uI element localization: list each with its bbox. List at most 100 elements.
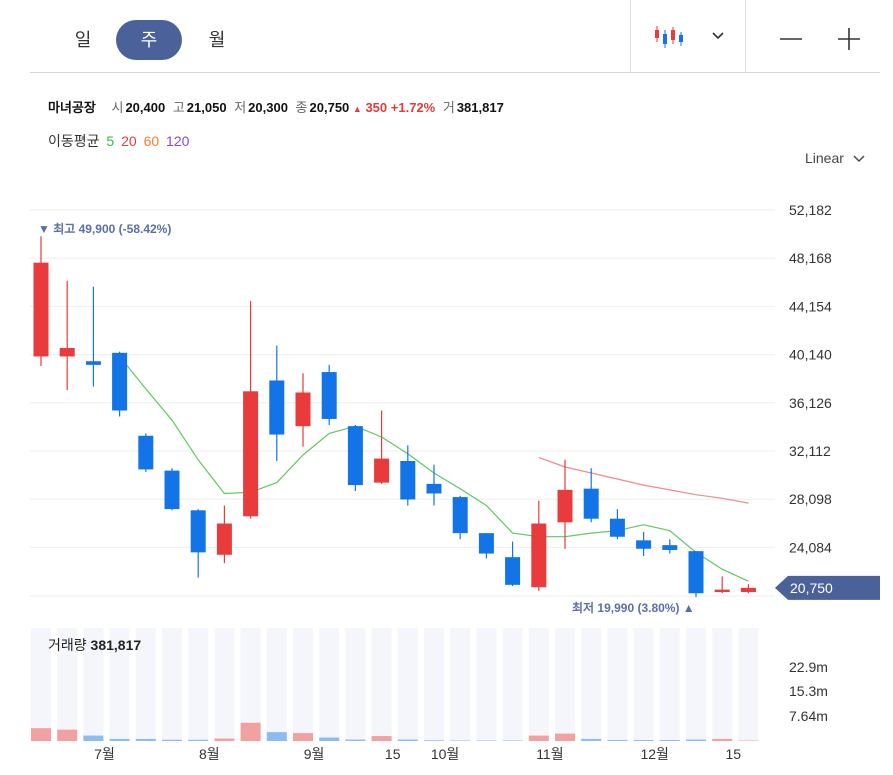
candle-body [478,533,494,554]
y-tick-label: 36,126 [789,395,832,411]
candle-body [531,523,547,588]
up-arrow-icon: ▲ [352,104,362,114]
candle-body [321,372,337,419]
volume-column-bg [476,628,497,741]
x-tick-label: 7월 [94,746,115,762]
volume-column-bg [345,628,366,741]
volume-column-bg [424,628,444,741]
candle [452,495,468,540]
volume-tick-label: 22.9m [789,659,828,675]
candle [426,464,442,506]
volume-column-bg [581,628,602,741]
volume-tick-label: 7.64m [789,708,828,724]
tab-monthly[interactable]: 월 [208,30,226,50]
candle-body [216,523,232,555]
moving-average-legend[interactable]: 이동평균 5 20 60 120 [48,133,190,149]
candle-body [688,551,704,594]
volume-bar [162,739,182,741]
candle-body [164,470,180,510]
volume-bar [83,735,104,741]
low-value: 20,300 [248,100,288,115]
volume-column-bg [188,628,209,741]
volume-bar [633,740,654,741]
y-tick-label: 48,168 [789,250,832,266]
volume-value: 381,817 [456,100,504,115]
volume-column-bg [738,628,759,741]
high-value: 21,050 [186,100,227,115]
volume-bar [555,733,575,741]
y-tick-label: 40,140 [789,347,832,363]
candle [374,410,390,484]
volume-column-bg [319,628,340,741]
candle-body [557,489,573,523]
candle [269,345,285,462]
candle [85,286,101,387]
volume-value: 381,817 [91,637,142,653]
candle-body [662,545,678,550]
volume-column-bg [633,628,654,741]
scale-selector[interactable]: Linear [805,150,866,166]
candle [636,531,652,556]
volume-bar [424,740,444,741]
candle [138,433,154,472]
volume-bar [371,736,392,741]
plus-icon[interactable] [838,28,860,50]
candle [740,584,756,594]
candle-body [374,458,390,483]
tab-daily[interactable]: 일 [74,30,92,50]
volume-label: 거래량 381,817 [48,637,141,653]
candlestick-icon[interactable] [654,24,684,50]
ma120-label: 120 [166,133,190,149]
candle-body [347,426,363,486]
volume-column-bg [502,628,523,741]
volume-column-bg [293,628,313,741]
candle [505,541,521,587]
x-tick-label: 10월 [431,746,459,762]
volume-column-bg [31,628,51,741]
candle-body [59,348,75,357]
volume-column-bg [528,628,549,741]
minus-icon[interactable] [780,28,802,50]
candle-body [190,510,206,553]
candle [478,533,494,559]
candle-body [714,589,730,593]
ma60-label: 60 [143,133,160,149]
tab-weekly[interactable]: 주 [116,20,182,60]
volume-bar [109,738,130,741]
chevron-down-icon[interactable] [710,28,726,44]
candle-body [400,461,416,500]
candle-body [269,380,285,435]
candle [295,373,311,447]
volume-bar [659,740,680,741]
volume-bar [607,740,628,741]
x-tick-label: 15 [385,746,401,762]
price-summary: 마녀공장 시 20,400 고 21,050 저 20,300 종 20,750 ▲ 3… [48,100,504,115]
candle [112,351,128,417]
max-annotation: ▼ 최고 49,900 (-58.42%) [38,221,171,236]
candle-body [505,557,521,585]
candle [688,551,704,597]
candle-body [636,540,652,549]
candle-body [33,262,49,357]
volume-column-bg [83,628,104,741]
volume-bar [214,738,235,741]
volume-bar [345,739,366,741]
candle-body [609,518,625,537]
x-tick-label: 15 [726,746,742,762]
volume-bar [581,738,602,741]
change-pct: +1.72% [390,100,436,115]
candle-body [138,435,154,470]
candle-body [85,361,101,365]
candle [609,509,625,540]
open-value: 20,400 [125,100,166,115]
y-tick-label: 32,112 [789,443,831,459]
ma20-line [538,456,749,504]
last-price-label: 20,750 [790,580,833,596]
min-annotation: 최저 19,990 (3.80%) ▲ [572,600,695,615]
candle [714,576,730,594]
candle [662,539,678,554]
x-tick-label: 12월 [640,746,668,762]
candle [33,236,49,367]
volume-column-bg [266,628,287,741]
